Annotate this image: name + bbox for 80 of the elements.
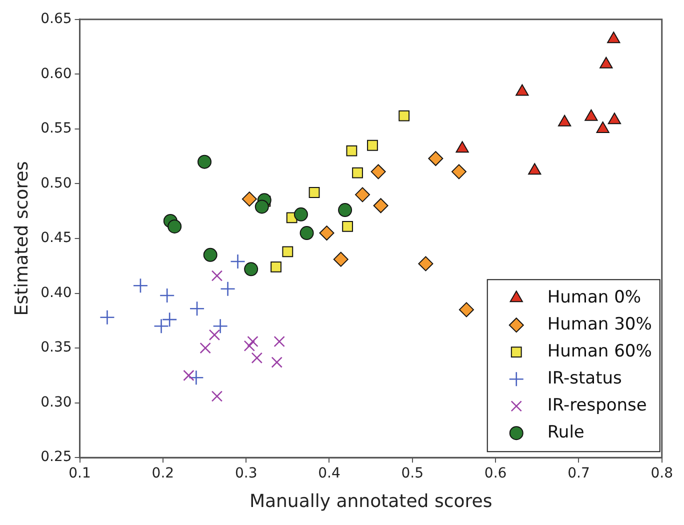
y-tick-label: 0.50 (40, 175, 72, 192)
point (370, 164, 386, 180)
point (558, 114, 572, 126)
y-tick-label: 0.60 (40, 66, 72, 82)
point (183, 370, 194, 382)
point (456, 141, 469, 153)
point (162, 312, 178, 328)
y-tick-label: 0.30 (40, 394, 72, 410)
y-tick-label: 0.45 (40, 230, 72, 246)
point (282, 246, 294, 258)
point (159, 288, 175, 304)
legend-label: Human 30% (547, 314, 652, 335)
point (132, 278, 148, 294)
point (211, 270, 223, 282)
point (319, 226, 334, 241)
point (271, 356, 282, 368)
point (154, 318, 169, 334)
x-tick-label: 0.2 (152, 466, 174, 482)
point (300, 226, 314, 240)
point (584, 109, 598, 121)
point (516, 84, 529, 96)
point (189, 300, 205, 316)
y-tick-label: 0.40 (40, 284, 72, 301)
point (244, 340, 256, 352)
legend-label: IR-response (547, 396, 647, 416)
point (352, 167, 363, 178)
x-tick-label: 0.5 (401, 466, 424, 482)
point (244, 262, 258, 276)
point (100, 310, 115, 326)
x-tick-label: 0.1 (68, 466, 91, 482)
point (596, 121, 610, 133)
point (607, 32, 620, 44)
point (346, 145, 358, 156)
point (198, 154, 212, 169)
y-tick-label: 0.25 (40, 449, 72, 466)
point (608, 112, 622, 124)
point (342, 221, 353, 232)
y-tick-label: 0.55 (40, 120, 72, 137)
point (373, 198, 388, 214)
point (333, 252, 348, 267)
point (200, 342, 211, 354)
point (247, 336, 258, 348)
x-tick-label: 0.6 (484, 466, 507, 482)
point (528, 163, 542, 175)
point (355, 187, 370, 202)
point (367, 140, 378, 151)
legend-label: Rule (547, 422, 584, 443)
x-tick-label: 0.7 (568, 466, 590, 482)
point (203, 248, 218, 262)
legend-label: Human 0% (547, 288, 642, 308)
x-tick-label: 0.3 (234, 466, 258, 482)
point (274, 336, 285, 348)
point (242, 192, 257, 207)
point (294, 207, 308, 222)
y-tick-label: 0.65 (40, 11, 72, 28)
point (270, 262, 282, 272)
point (600, 56, 613, 68)
point (308, 187, 320, 198)
legend-label: Human 60% (547, 342, 652, 362)
legend-label: IR-status (547, 368, 622, 389)
point (212, 318, 228, 334)
point (254, 200, 269, 214)
point (418, 256, 434, 272)
point (398, 110, 410, 122)
point (188, 370, 204, 386)
point (220, 281, 236, 297)
point (251, 352, 262, 364)
point (458, 302, 474, 318)
point (451, 164, 466, 180)
point (168, 219, 182, 234)
y-axis-title: Estimated scores (11, 161, 32, 316)
x-tick-label: 0.4 (318, 466, 340, 482)
x-tick-label: 0.8 (650, 466, 673, 482)
point (211, 390, 223, 402)
point (428, 151, 444, 166)
point (338, 203, 352, 218)
y-tick-label: 0.35 (40, 340, 72, 356)
point (230, 254, 246, 270)
point (208, 329, 220, 341)
x-axis-title: Manually annotated scores (249, 490, 492, 512)
